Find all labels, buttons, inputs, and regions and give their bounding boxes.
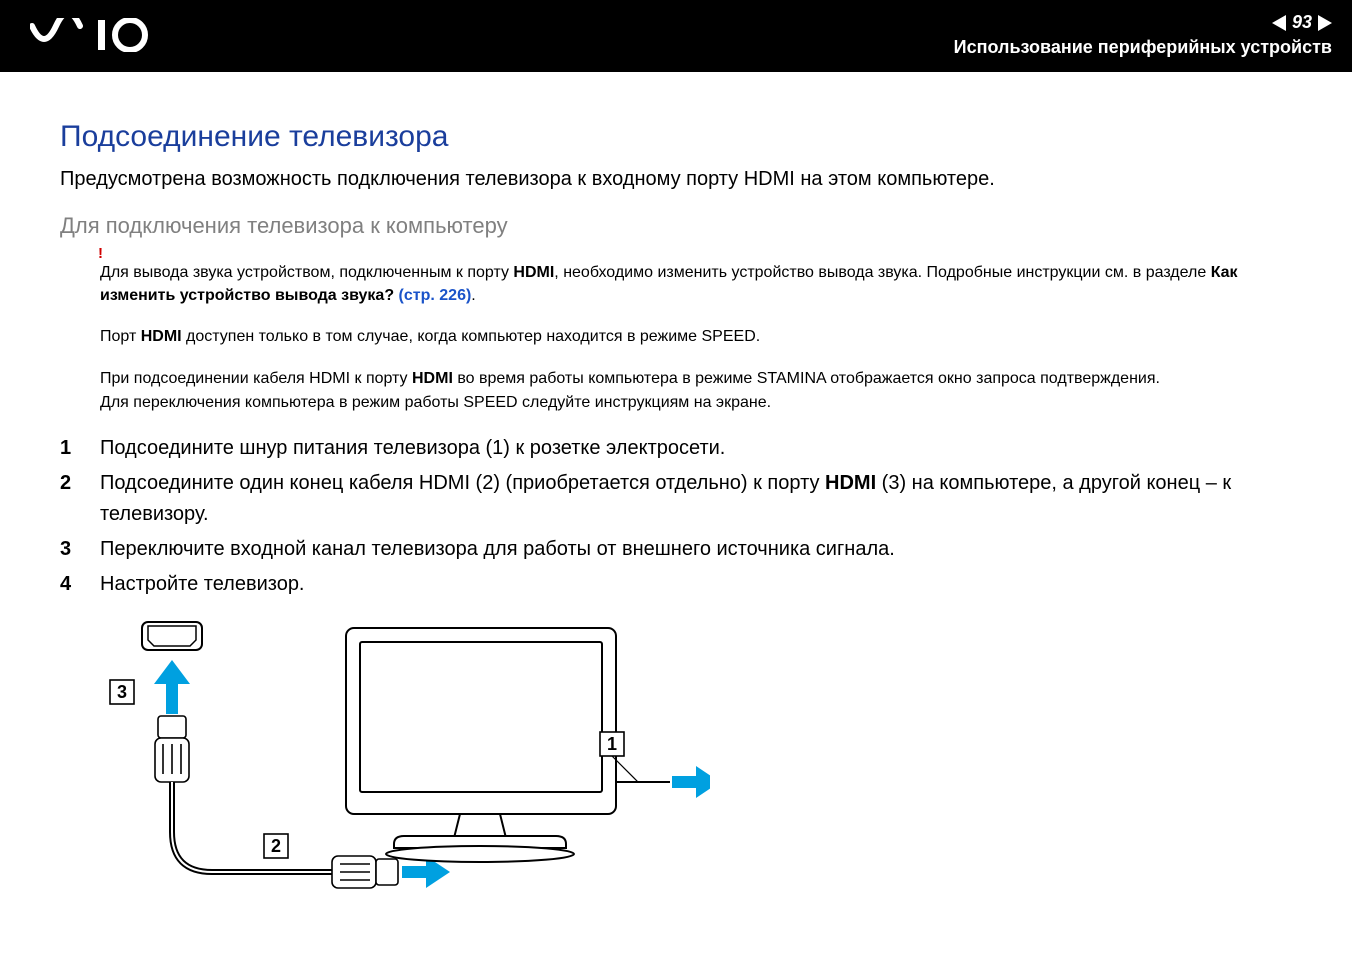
vaio-logo [30,18,180,52]
arrow-right-power-icon [672,766,710,798]
step2-pre: Подсоедините один конец кабеля HDMI (2) … [100,472,825,494]
note1-hdmi: HDMI [141,328,182,345]
header-bar: 93 Использование периферийных устройств [0,0,1352,72]
warn-pre: Для вывода звука устройством, подключенн… [100,264,513,281]
label-2: 2 [271,836,281,856]
intro-text: Предусмотрена возможность подключения те… [60,168,1292,191]
note-block-2: При подсоединении кабеля HDMI к порту HD… [100,367,1292,415]
note2-line2: Для переключения компьютера в режим рабо… [100,394,771,411]
warning-icon: ! [98,245,103,262]
steps-list: Подсоедините шнур питания телевизора (1)… [60,433,1292,600]
step2-hdmi: HDMI [825,472,876,494]
hdmi-plug-top-icon [155,716,189,782]
page-nav: 93 [954,12,1332,33]
label-3: 3 [117,682,127,702]
arrow-up-icon [154,660,190,714]
header-right: 93 Использование периферийных устройств [954,12,1332,58]
hdmi-cable-icon [172,782,332,872]
subheading: Для подключения телевизора к компьютеру [60,213,1292,239]
page-title: Подсоединение телевизора [60,120,1292,154]
step-4: Настройте телевизор. [60,569,1292,600]
note1-pre: Порт [100,328,141,345]
warn-mid: , необходимо изменить устройство вывода … [554,264,1210,281]
prev-page-icon[interactable] [1272,15,1286,31]
page-link-226[interactable]: (стр. 226) [399,287,472,304]
hdmi-plug-right-icon [332,856,398,888]
warning-text: Для вывода звука устройством, подключенн… [100,261,1292,307]
step-2: Подсоедините один конец кабеля HDMI (2) … [60,468,1292,530]
tv-icon [346,628,616,862]
label-1: 1 [607,734,617,754]
warn-after: . [471,287,475,304]
warn-hdmi: HDMI [513,264,554,281]
content-area: Подсоединение телевизора Предусмотрена в… [0,72,1352,919]
page-number: 93 [1292,12,1312,33]
next-page-icon[interactable] [1318,15,1332,31]
step-1: Подсоедините шнур питания телевизора (1)… [60,433,1292,464]
hdmi-port-icon [142,622,202,650]
connection-diagram: 3 2 [100,614,1292,919]
note1-rest: доступен только в том случае, когда комп… [182,328,761,345]
note2-pre: При подсоединении кабеля HDMI к порту [100,370,412,387]
warning-block: ! Для вывода звука устройством, подключе… [100,261,1292,307]
section-name: Использование периферийных устройств [954,37,1332,58]
note2-hdmi: HDMI [412,370,453,387]
step-3: Переключите входной канал телевизора для… [60,534,1292,565]
note2-rest: во время работы компьютера в режиме STAM… [453,370,1160,387]
note-block-1: Порт HDMI доступен только в том случае, … [100,325,1292,349]
